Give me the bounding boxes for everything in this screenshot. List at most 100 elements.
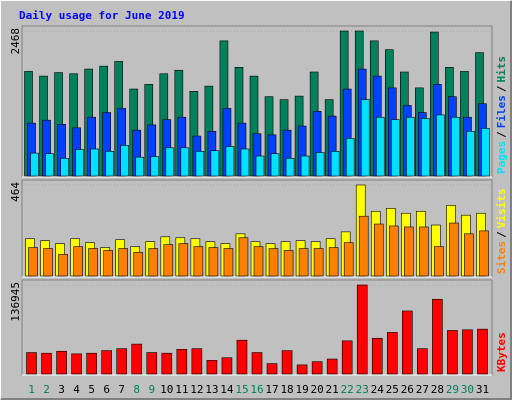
- bar: [208, 247, 219, 277]
- x-tick-label: 23: [356, 383, 369, 396]
- x-tick-label: 30: [461, 383, 474, 396]
- bar: [28, 247, 38, 277]
- bar: [270, 153, 280, 177]
- bar: [390, 119, 400, 177]
- x-tick-label: 11: [175, 383, 188, 396]
- bar: [206, 360, 218, 375]
- bar: [223, 248, 234, 277]
- bar: [73, 246, 83, 277]
- bar: [131, 343, 143, 375]
- bar: [479, 230, 489, 277]
- bar: [56, 350, 67, 375]
- bar: [462, 329, 473, 375]
- x-tick-label: 3: [58, 383, 65, 396]
- bar: [451, 116, 460, 177]
- bar: [360, 99, 370, 177]
- bar: [326, 358, 338, 375]
- bar: [178, 243, 189, 277]
- bar: [236, 339, 248, 375]
- bar: [296, 364, 308, 375]
- bar: [105, 151, 114, 177]
- bar: [434, 246, 444, 277]
- bar: [268, 248, 279, 277]
- bar: [477, 328, 488, 375]
- bar: [388, 225, 399, 277]
- bar: [386, 332, 398, 375]
- x-tick-label: 25: [386, 383, 399, 396]
- bar: [298, 248, 309, 277]
- x-tick-label: 1: [28, 383, 35, 396]
- legend: Pages / Files / Hits: [495, 56, 508, 174]
- x-tick-label: 2: [43, 383, 50, 396]
- bar: [116, 348, 128, 375]
- bar: [464, 233, 474, 277]
- bar: [373, 223, 384, 277]
- bar: [341, 340, 353, 375]
- bar: [133, 252, 144, 277]
- bar: [238, 237, 249, 277]
- bar: [60, 158, 69, 177]
- bar: [419, 226, 429, 277]
- legend-separator: /: [495, 231, 508, 238]
- x-tick-label: 9: [148, 383, 155, 396]
- bar: [45, 153, 54, 177]
- bar: [266, 363, 278, 375]
- bar: [447, 330, 458, 375]
- bar: [180, 147, 190, 177]
- bar: [371, 337, 383, 375]
- y-tick-label: 2468: [9, 28, 22, 55]
- x-tick-label: 31: [476, 383, 489, 396]
- x-tick-label: 26: [401, 383, 414, 396]
- bar: [58, 254, 68, 277]
- x-tick-label: 29: [446, 383, 459, 396]
- bar: [88, 248, 98, 277]
- bar: [449, 222, 459, 277]
- bar: [161, 352, 173, 375]
- legend: KBytes: [495, 332, 508, 372]
- bar: [300, 155, 310, 177]
- bar: [120, 145, 130, 177]
- bar: [404, 226, 414, 277]
- x-tick-label: 12: [190, 383, 203, 396]
- bar: [358, 215, 369, 277]
- x-tick-label: 5: [88, 383, 95, 396]
- legend-entry: Hits: [495, 56, 508, 83]
- bar: [221, 357, 233, 375]
- bar: [225, 146, 235, 177]
- bar: [150, 156, 160, 177]
- bar: [466, 131, 475, 177]
- x-tick-label: 28: [431, 383, 444, 396]
- bar: [191, 348, 203, 375]
- bar: [402, 310, 413, 375]
- bar: [313, 248, 324, 277]
- x-tick-label: 13: [205, 383, 218, 396]
- bar: [417, 348, 428, 375]
- x-tick-label: 14: [220, 383, 234, 396]
- bar: [436, 114, 445, 177]
- bar: [118, 248, 129, 277]
- bar: [251, 352, 263, 375]
- bar: [240, 148, 250, 177]
- bar: [330, 151, 340, 177]
- bar: [356, 284, 368, 375]
- y-tick-label: 136945: [9, 282, 22, 322]
- bar: [165, 147, 175, 177]
- bar: [421, 118, 430, 177]
- bar: [375, 116, 385, 177]
- bar: [283, 250, 294, 277]
- legend-entry: Pages: [495, 141, 508, 174]
- bar: [41, 352, 52, 375]
- bar: [285, 158, 295, 177]
- bar: [176, 349, 188, 375]
- bar: [281, 350, 293, 375]
- bar: [343, 242, 354, 277]
- legend-separator: /: [495, 131, 508, 138]
- bar: [30, 152, 39, 177]
- bar: [345, 138, 355, 177]
- x-tick-label: 10: [160, 383, 173, 396]
- bar: [328, 247, 339, 277]
- x-tick-label: 17: [265, 383, 278, 396]
